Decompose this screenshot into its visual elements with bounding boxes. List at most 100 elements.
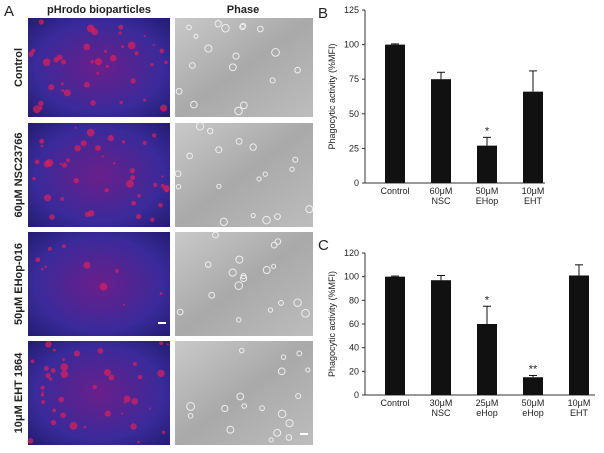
bar: [385, 44, 405, 183]
cell: [208, 291, 216, 299]
cell: [195, 122, 205, 131]
x-tick-label: 25μM eHop: [476, 398, 499, 418]
cell: [239, 23, 246, 31]
red-particle: [86, 128, 95, 137]
column-header: Phase: [227, 4, 259, 16]
cell: [293, 298, 302, 307]
y-tick-label: 120: [344, 248, 359, 258]
red-particle: [58, 396, 65, 403]
bar: [523, 91, 543, 183]
red-particle: [62, 358, 65, 362]
red-particle: [123, 401, 126, 404]
cell: [294, 66, 301, 74]
row-label: 60μM NSC23766: [13, 133, 25, 218]
cell: [277, 409, 287, 419]
red-particle: [97, 348, 104, 354]
significance: *: [485, 125, 490, 137]
red-particle: [121, 45, 125, 49]
cell: [215, 146, 223, 154]
cell: [249, 143, 257, 151]
red-particle: [148, 407, 151, 410]
cell: [240, 22, 247, 29]
cell: [190, 100, 198, 109]
red-particle: [104, 369, 111, 376]
cell: [175, 184, 182, 190]
y-tick-label: 100: [344, 272, 359, 282]
y-tick-label: 25: [349, 143, 359, 153]
cell: [277, 367, 286, 376]
cell: [262, 266, 271, 274]
cell: [193, 33, 199, 39]
red-particle: [62, 162, 68, 168]
cell: [234, 106, 243, 116]
cell: [280, 354, 287, 360]
red-particle: [32, 176, 36, 181]
red-particle: [130, 78, 136, 84]
red-particle: [107, 135, 114, 142]
red-particle: [99, 282, 108, 291]
cell: [234, 281, 244, 290]
red-particle: [101, 155, 104, 158]
red-particle: [52, 348, 56, 352]
red-particle: [127, 41, 136, 50]
red-particle: [91, 28, 99, 36]
red-particle: [73, 177, 80, 184]
cell: [296, 350, 303, 357]
cell: [267, 307, 274, 313]
red-particle: [118, 24, 124, 30]
cell: [250, 212, 256, 219]
panel-label: B: [318, 5, 328, 22]
red-particle: [61, 244, 66, 249]
fluorescence-image: [28, 341, 170, 445]
cell: [268, 437, 274, 443]
red-particle: [35, 257, 41, 263]
y-tick-label: 75: [349, 74, 359, 84]
red-particle: [161, 430, 166, 435]
cell: [228, 63, 237, 72]
cell: [241, 403, 247, 409]
cell: [186, 152, 194, 160]
red-particle: [130, 423, 137, 430]
fluorescence-image: [28, 123, 170, 227]
row-label: 10μM EHT 1864: [13, 352, 25, 434]
micrographs: [27, 18, 314, 445]
scale-bar: [300, 433, 308, 435]
column-header: pHrodo bioparticles: [47, 4, 151, 16]
red-particle: [123, 395, 131, 403]
red-particle: [96, 71, 100, 75]
red-particle: [137, 193, 141, 198]
red-particle: [95, 145, 101, 151]
cell: [285, 434, 293, 441]
y-tick-label: 80: [349, 295, 359, 305]
red-particle: [74, 144, 81, 152]
bar: [431, 79, 451, 183]
y-axis-label: Phagocytic activity (%MFI): [327, 271, 337, 377]
panel-label: A: [4, 3, 14, 20]
cell: [204, 44, 213, 53]
red-particle: [60, 412, 67, 419]
red-particle: [38, 100, 44, 107]
red-particle: [28, 51, 34, 57]
cell: [257, 25, 264, 33]
red-particle: [30, 359, 35, 364]
cell: [221, 404, 229, 413]
red-particle: [115, 269, 119, 273]
cell: [262, 215, 271, 225]
significance: *: [485, 294, 490, 306]
cell: [292, 156, 299, 163]
red-particle: [66, 158, 71, 163]
red-particle: [143, 34, 146, 38]
red-particle: [131, 397, 138, 405]
x-tick-label: 50μM EHop: [476, 186, 499, 206]
red-particle: [143, 98, 147, 102]
cell: [259, 405, 265, 412]
cell: [212, 231, 219, 239]
cell: [214, 20, 222, 28]
cell: [278, 300, 284, 306]
red-particle: [61, 89, 65, 92]
cell: [239, 274, 248, 283]
red-particle: [166, 343, 169, 346]
x-tick-label: 10μM EHT: [568, 398, 591, 418]
red-particle: [56, 54, 63, 61]
